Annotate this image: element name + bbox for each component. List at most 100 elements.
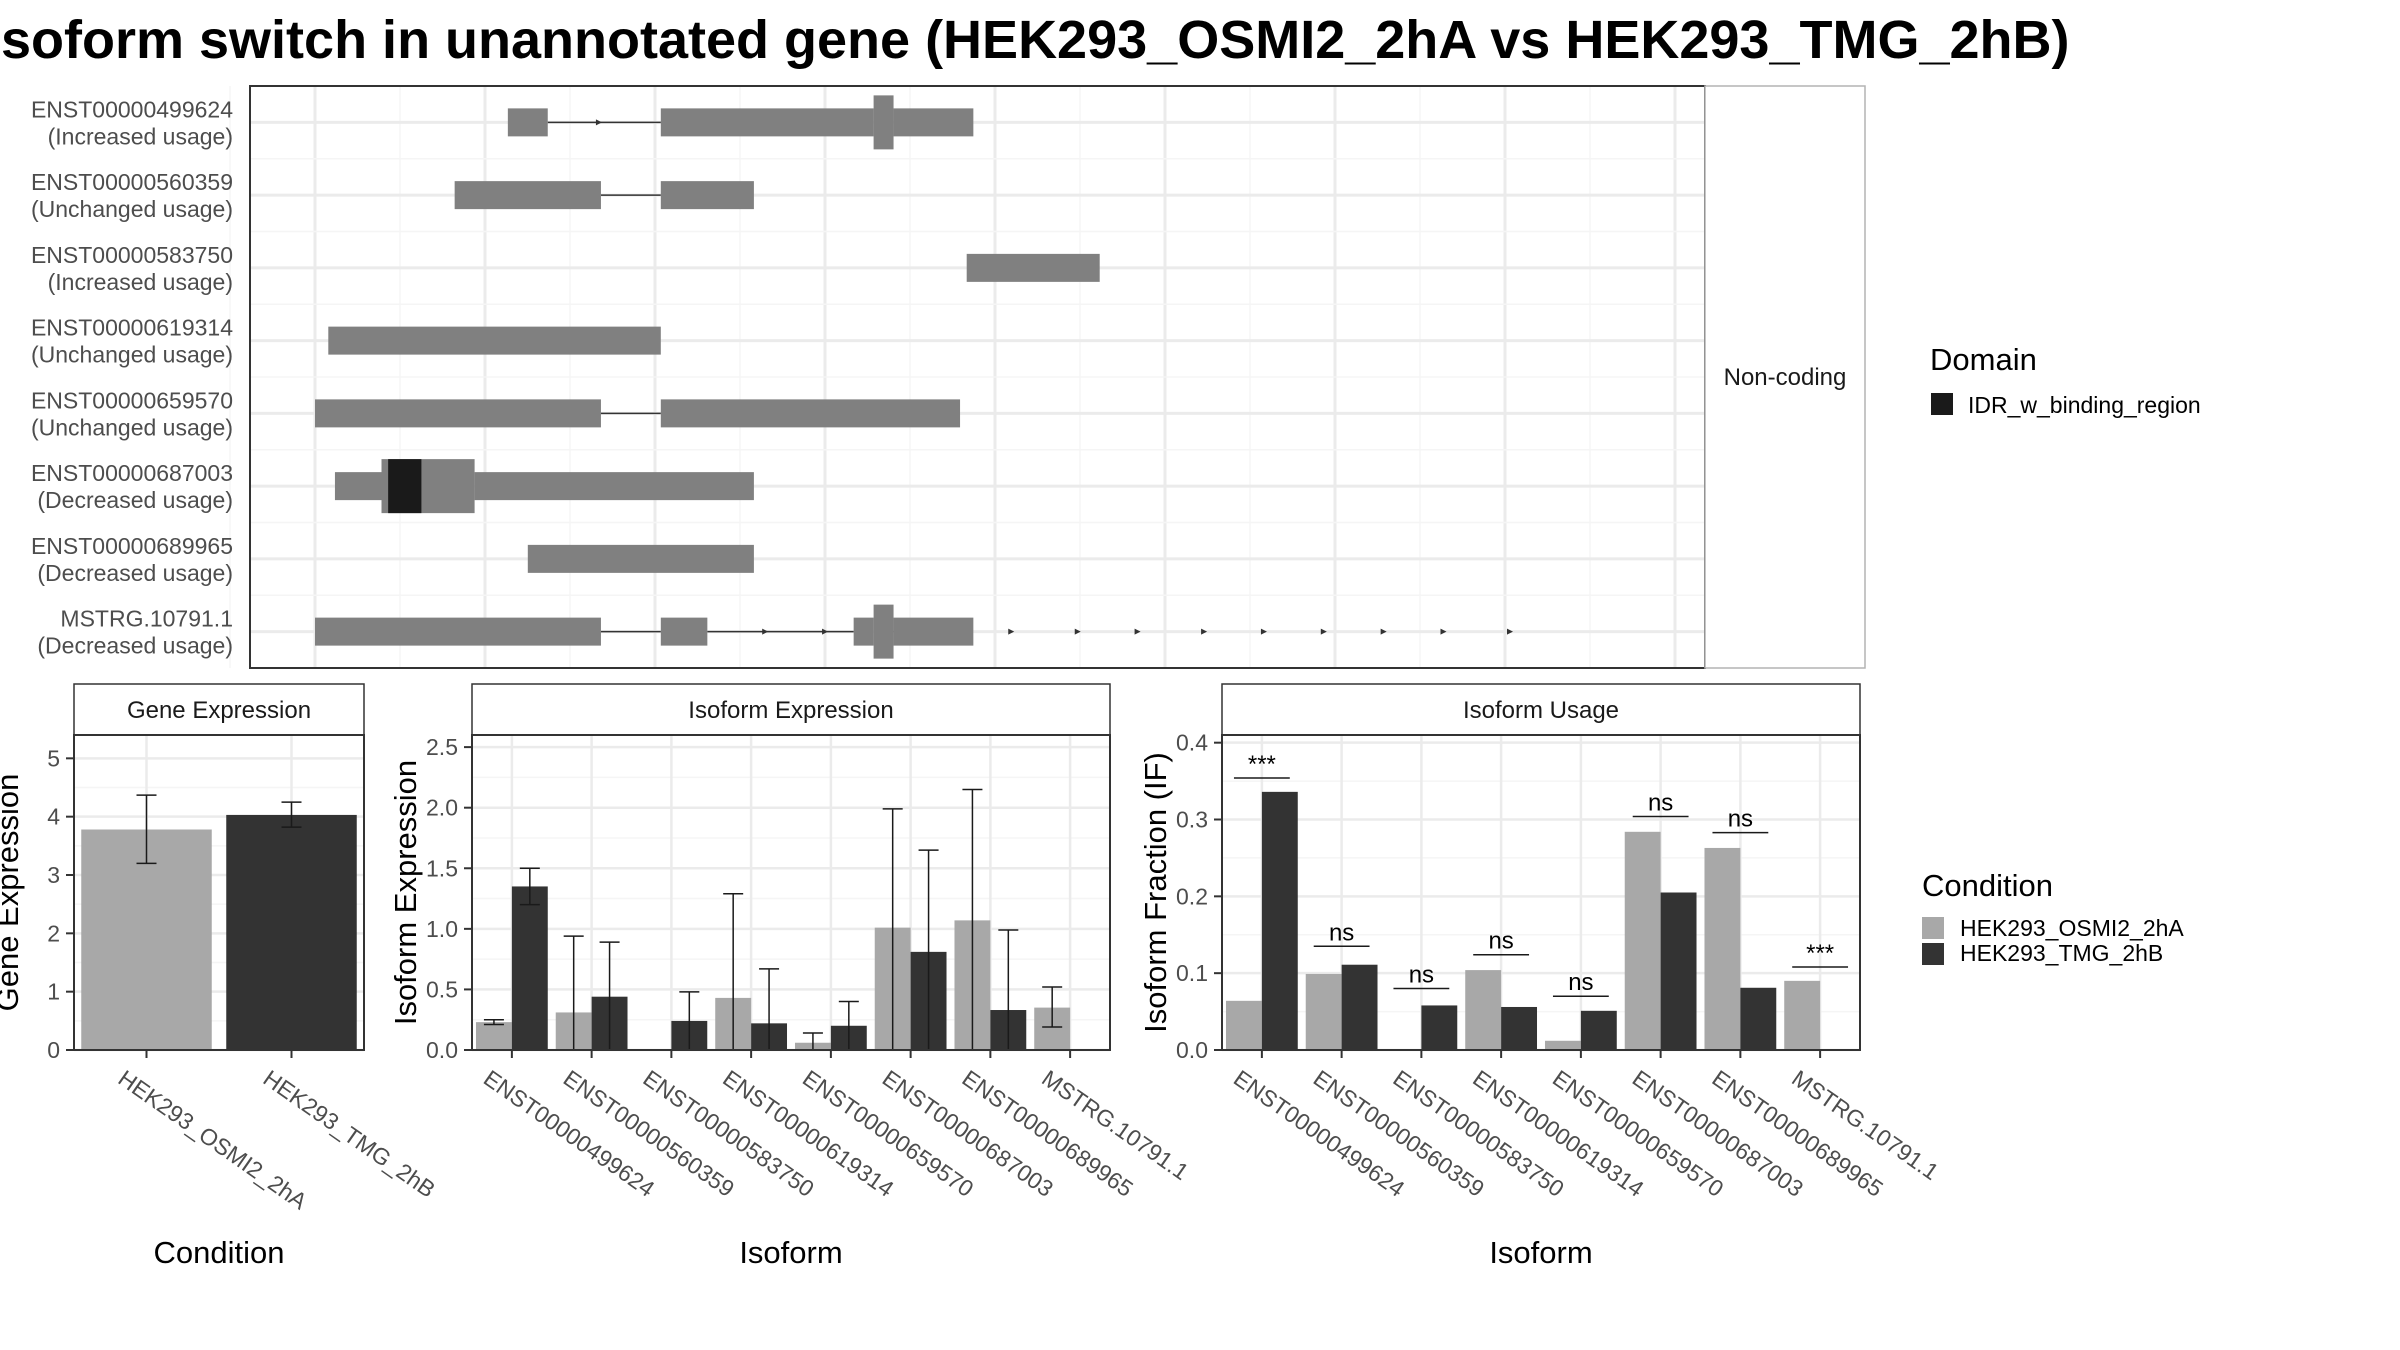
isoform-expression-panel: Isoform Expression0.00.51.01.52.02.5ENST… xyxy=(388,683,1194,1270)
isoform-usage-label: (Decreased usage) xyxy=(37,487,233,513)
panel-border xyxy=(1221,734,1861,1051)
facet-strip xyxy=(1704,85,1866,669)
bar xyxy=(1465,970,1502,1050)
exon-block xyxy=(454,181,601,210)
bar xyxy=(1740,987,1777,1050)
exon-block xyxy=(873,95,894,150)
x-axis-title: Condition xyxy=(154,1235,285,1270)
bar xyxy=(1704,847,1741,1050)
exon-block xyxy=(873,604,894,659)
panel-strip xyxy=(73,683,365,736)
exon-block xyxy=(315,399,601,428)
intron-arrow xyxy=(1260,628,1267,635)
bar xyxy=(511,886,548,1050)
isoform-usage-label: (Decreased usage) xyxy=(37,633,233,659)
y-tick-label: 2.0 xyxy=(426,795,458,821)
panel-title: Gene Expression xyxy=(127,697,311,724)
isoform-row-label: ENST00000689965 xyxy=(31,533,233,559)
y-tick-label: 5 xyxy=(47,745,60,771)
condition-legend-title: Condition xyxy=(1922,868,2053,903)
isoform-usage-label: (Increased usage) xyxy=(48,269,233,295)
isoform-usage-panel: Isoform Usage 0.0 0.1 0.2 0.3 0.4 *** ns ns ns ns n… xyxy=(1138,683,1944,1270)
domain-legend-key xyxy=(1931,393,1953,415)
y-axis-title: Isoform Expression xyxy=(388,760,423,1025)
exon-block xyxy=(893,617,974,646)
isoform-row-label: ENST00000659570 xyxy=(31,387,233,413)
isoform-row-label: ENST00000687003 xyxy=(31,460,233,486)
significance-label: *** xyxy=(1806,940,1834,967)
significance-label: ns xyxy=(1488,928,1513,955)
bar xyxy=(1341,964,1378,1050)
isoform-row-label: ENST00000583750 xyxy=(31,242,233,268)
panel-border xyxy=(73,734,365,1051)
significance-label: *** xyxy=(1248,751,1276,778)
intron-arrow xyxy=(1074,628,1081,635)
exon-block xyxy=(507,108,548,137)
y-tick-label: 1.0 xyxy=(426,916,458,942)
bar xyxy=(1624,831,1661,1050)
exon-block xyxy=(893,108,974,137)
isoform-usage-label: (Decreased usage) xyxy=(37,560,233,586)
isoform-usage-label: (Unchanged usage) xyxy=(31,196,233,222)
exon-block xyxy=(334,472,382,501)
exon-block xyxy=(660,617,708,646)
exon-block xyxy=(474,472,754,501)
panel-strip xyxy=(471,683,1111,736)
intron-arrow xyxy=(762,628,769,635)
domain-legend-title: Domain xyxy=(1930,342,2037,377)
bar xyxy=(1421,1005,1458,1050)
exon-block xyxy=(966,253,1100,282)
intron-arrow xyxy=(1008,628,1015,635)
y-tick-label: 4 xyxy=(47,804,60,830)
x-axis-title: Isoform xyxy=(1489,1235,1592,1270)
y-tick-label: 0.3 xyxy=(1176,807,1208,833)
y-tick-label: 0.0 xyxy=(426,1037,458,1063)
significance-label: ns xyxy=(1409,962,1434,989)
exon-block xyxy=(660,399,961,428)
exon-block xyxy=(315,617,601,646)
isoform-row-label: ENST00000619314 xyxy=(31,315,233,341)
y-tick-label: 0.0 xyxy=(1176,1037,1208,1063)
intron-arrow xyxy=(1201,628,1208,635)
panel-title: Isoform Expression xyxy=(688,697,893,724)
isoform-row-label: ENST00000560359 xyxy=(31,169,233,195)
bar xyxy=(81,829,212,1050)
y-tick-label: 0 xyxy=(47,1037,60,1063)
exon-block xyxy=(527,544,754,573)
intron-arrow xyxy=(1507,628,1513,635)
intron-arrow xyxy=(595,119,602,126)
figure-title: Isoform switch in unannotated gene (HEK2… xyxy=(0,10,2069,70)
panel-strip xyxy=(1221,683,1861,736)
significance-label: ns xyxy=(1648,789,1673,816)
y-tick-label: 0.4 xyxy=(1176,730,1208,756)
y-tick-label: 0.1 xyxy=(1176,960,1208,986)
intron-arrow xyxy=(822,628,829,635)
intron-arrow xyxy=(1320,628,1327,635)
isoform-row-label: MSTRG.10791.1 xyxy=(60,606,233,632)
isoform-usage-label: (Increased usage) xyxy=(48,123,233,149)
bar xyxy=(1501,1006,1538,1050)
y-axis-title: Isoform Fraction (IF) xyxy=(1138,752,1173,1033)
facet-strip-label: Non-coding xyxy=(1724,364,1847,391)
domain-legend: Domain IDR_w_binding_region xyxy=(1930,342,2201,418)
isoform-usage-label: (Unchanged usage) xyxy=(31,342,233,368)
isoform-usage-label: (Unchanged usage) xyxy=(31,414,233,440)
x-axis-title: Isoform xyxy=(739,1235,842,1270)
panel-plot-area xyxy=(472,735,1110,1050)
intron-arrow xyxy=(1134,628,1141,635)
gene-structure-panel: ENST00000499624(Increased usage)ENST0000… xyxy=(31,85,1866,669)
significance-label: ns xyxy=(1728,806,1753,833)
bar xyxy=(1305,973,1342,1050)
exon-block xyxy=(328,326,661,355)
y-tick-label: 2.5 xyxy=(426,734,458,760)
exon-block xyxy=(660,181,754,210)
domain-legend-label: IDR_w_binding_region xyxy=(1968,392,2201,418)
bar xyxy=(1660,892,1697,1050)
y-tick-label: 0.2 xyxy=(1176,883,1208,909)
intron-arrow xyxy=(1380,628,1387,635)
significance-label: ns xyxy=(1329,919,1354,946)
condition-legend-label-a: HEK293_OSMI2_2hA xyxy=(1960,915,2184,941)
significance-label: ns xyxy=(1568,969,1593,996)
intron-arrow xyxy=(1440,628,1447,635)
